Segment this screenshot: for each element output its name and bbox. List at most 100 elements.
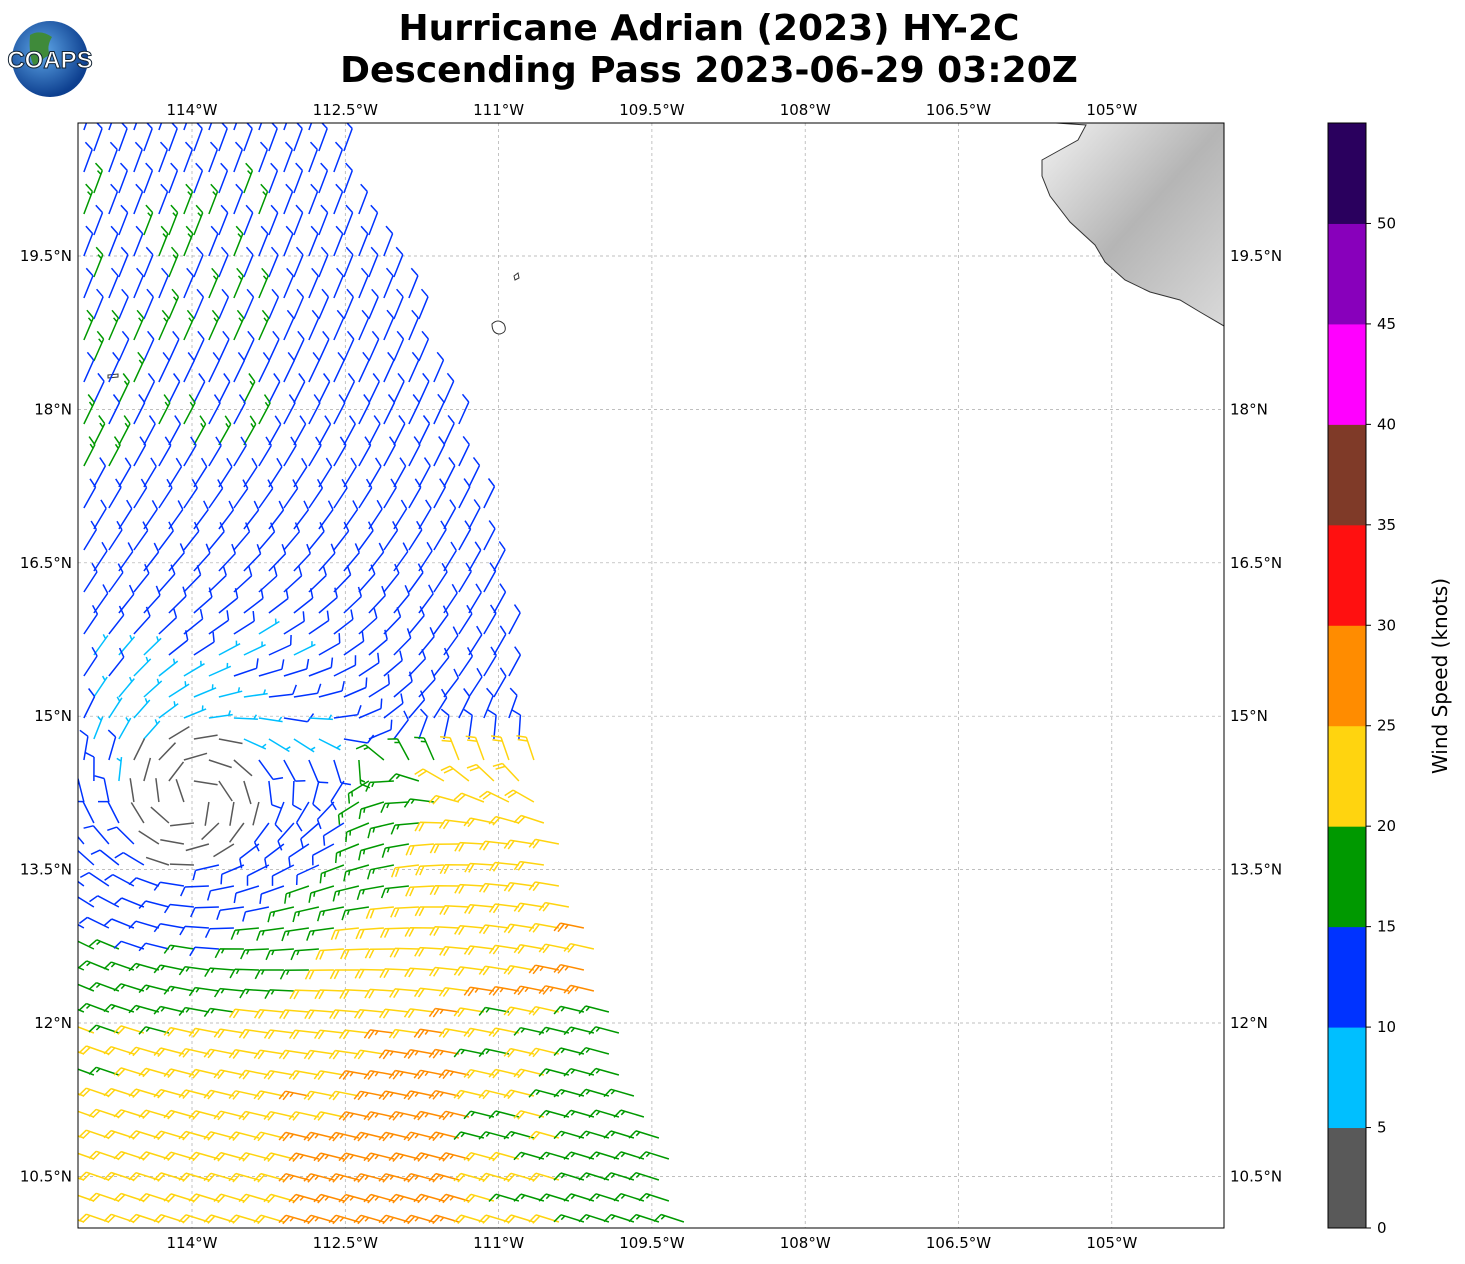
- wind-barb: [354, 968, 384, 979]
- wind-barb: [383, 607, 402, 635]
- wind-barb: [478, 965, 510, 976]
- wind-barb: [413, 1152, 445, 1162]
- wind-barb: [153, 1088, 185, 1099]
- wind-barb: [508, 687, 518, 719]
- wind-barb: [183, 436, 197, 467]
- san-benedicto-island: [513, 272, 520, 281]
- wind-barb: [239, 988, 269, 999]
- wind-barb: [258, 123, 263, 131]
- wind-barb: [243, 162, 254, 194]
- wind-barb: [218, 780, 233, 802]
- wind-barb: [308, 351, 320, 383]
- wind-barb: [458, 435, 470, 467]
- wind-barb: [258, 716, 283, 723]
- wind-barb: [268, 780, 282, 809]
- wind-barb: [439, 905, 469, 916]
- wind-barb: [408, 267, 419, 299]
- lon-tick-label-top: 109.5°W: [619, 101, 684, 119]
- wind-barb: [343, 457, 357, 488]
- wind-barb: [243, 457, 258, 488]
- colorbar-bin: [1328, 926, 1366, 1028]
- wind-barb: [503, 1006, 535, 1017]
- wind-barb: [403, 1131, 435, 1142]
- wind-barb: [93, 675, 108, 698]
- wind-barb: [89, 895, 120, 908]
- wind-barb: [193, 123, 203, 152]
- wind-barb: [458, 478, 471, 509]
- wind-barb: [308, 714, 333, 721]
- wind-barb: [333, 478, 348, 509]
- wind-barb: [378, 1173, 410, 1183]
- wind-barb: [388, 1152, 420, 1162]
- wind-barb: [118, 162, 129, 194]
- wind-barb: [345, 822, 370, 843]
- wind-barb: [368, 542, 385, 572]
- lat-tick-label-right: 10.5°N: [1230, 1167, 1282, 1185]
- wind-barb: [318, 288, 330, 320]
- wind-barb: [233, 565, 253, 593]
- wind-barb: [429, 885, 459, 896]
- lon-tick-label-top: 114°W: [167, 101, 218, 119]
- wind-barb: [183, 225, 194, 257]
- wind-barb: [118, 716, 132, 740]
- wind-barb: [488, 944, 520, 955]
- wind-barb: [78, 940, 95, 950]
- wind-barb: [628, 1171, 660, 1181]
- wind-barb: [108, 478, 122, 509]
- wind-barb: [383, 563, 400, 593]
- wind-barb: [107, 826, 135, 845]
- wind-barb: [183, 752, 208, 761]
- wind-barb: [322, 822, 345, 846]
- wind-barb: [158, 123, 163, 131]
- wind-barb: [358, 478, 373, 509]
- colorbar-tick-label: 35: [1377, 516, 1396, 534]
- wind-barb: [367, 822, 395, 839]
- wind-barb: [338, 1029, 369, 1040]
- wind-barb: [233, 183, 244, 215]
- wind-barb: [308, 657, 334, 677]
- wind-barb: [313, 1070, 345, 1081]
- wind-barb: [283, 123, 288, 131]
- lon-tick-label-top: 111°W: [473, 101, 524, 119]
- wind-barb: [253, 822, 270, 852]
- wind-barb: [293, 641, 316, 656]
- wind-barb: [306, 927, 334, 941]
- wind-barb: [118, 457, 132, 488]
- wind-barb: [528, 838, 560, 849]
- wind-barb: [201, 822, 220, 841]
- wind-barb: [83, 825, 110, 845]
- plot-frame: [77, 122, 1225, 1229]
- wind-barb: [193, 415, 207, 446]
- wind-barb: [334, 843, 360, 864]
- wind-barb: [208, 183, 219, 215]
- wind-barb: [380, 885, 409, 899]
- wind-barb: [213, 1028, 245, 1039]
- wind-barb: [243, 738, 267, 750]
- wind-barb: [279, 1009, 309, 1020]
- wind-barb: [188, 1110, 220, 1120]
- wind-barb: [311, 843, 335, 866]
- wind-barb: [393, 246, 404, 278]
- wind-barb: [208, 759, 232, 769]
- wind-barb: [492, 762, 520, 782]
- wind-barb: [341, 906, 370, 921]
- wind-barb: [353, 1008, 384, 1019]
- colorbar-bin: [1328, 223, 1366, 325]
- wind-barb: [108, 520, 123, 551]
- wind-barb: [118, 415, 131, 446]
- wind-barb: [168, 586, 187, 614]
- wind-barb: [178, 1089, 210, 1099]
- wind-barb: [319, 864, 345, 884]
- colorbar-tick-label: 10: [1377, 1018, 1396, 1036]
- wind-barb: [368, 585, 387, 614]
- wind-barb: [168, 123, 178, 152]
- wind-barb: [118, 330, 130, 362]
- wind-barb: [295, 864, 320, 886]
- wind-barb: [563, 984, 595, 995]
- wind-barb: [328, 1214, 360, 1225]
- wind-barb: [133, 656, 152, 677]
- wind-barb: [428, 966, 459, 977]
- wind-barb: [158, 141, 169, 173]
- wind-barb: [83, 688, 96, 719]
- wind-barb: [143, 288, 154, 320]
